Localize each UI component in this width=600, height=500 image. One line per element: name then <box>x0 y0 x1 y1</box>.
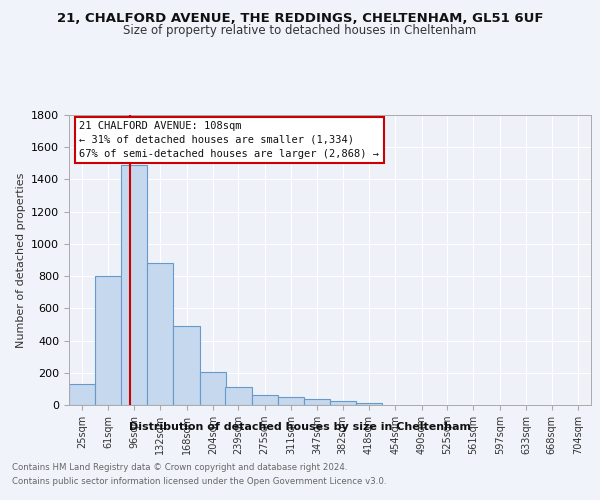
Bar <box>147 263 173 405</box>
Bar <box>121 165 147 405</box>
Text: 21, CHALFORD AVENUE, THE REDDINGS, CHELTENHAM, GL51 6UF: 21, CHALFORD AVENUE, THE REDDINGS, CHELT… <box>57 12 543 26</box>
Y-axis label: Number of detached properties: Number of detached properties <box>16 172 26 348</box>
Bar <box>329 401 356 405</box>
Bar <box>356 402 382 405</box>
Bar <box>304 400 331 405</box>
Bar <box>278 397 304 405</box>
Text: 21 CHALFORD AVENUE: 108sqm
← 31% of detached houses are smaller (1,334)
67% of s: 21 CHALFORD AVENUE: 108sqm ← 31% of deta… <box>79 121 379 159</box>
Bar <box>225 388 251 405</box>
Text: Contains HM Land Registry data © Crown copyright and database right 2024.: Contains HM Land Registry data © Crown c… <box>12 462 347 471</box>
Text: Size of property relative to detached houses in Cheltenham: Size of property relative to detached ho… <box>124 24 476 37</box>
Bar <box>95 276 122 405</box>
Bar <box>173 326 200 405</box>
Text: Contains public sector information licensed under the Open Government Licence v3: Contains public sector information licen… <box>12 478 386 486</box>
Bar <box>200 372 226 405</box>
Bar <box>251 394 278 405</box>
Text: Distribution of detached houses by size in Cheltenham: Distribution of detached houses by size … <box>129 422 471 432</box>
Bar <box>69 384 95 405</box>
